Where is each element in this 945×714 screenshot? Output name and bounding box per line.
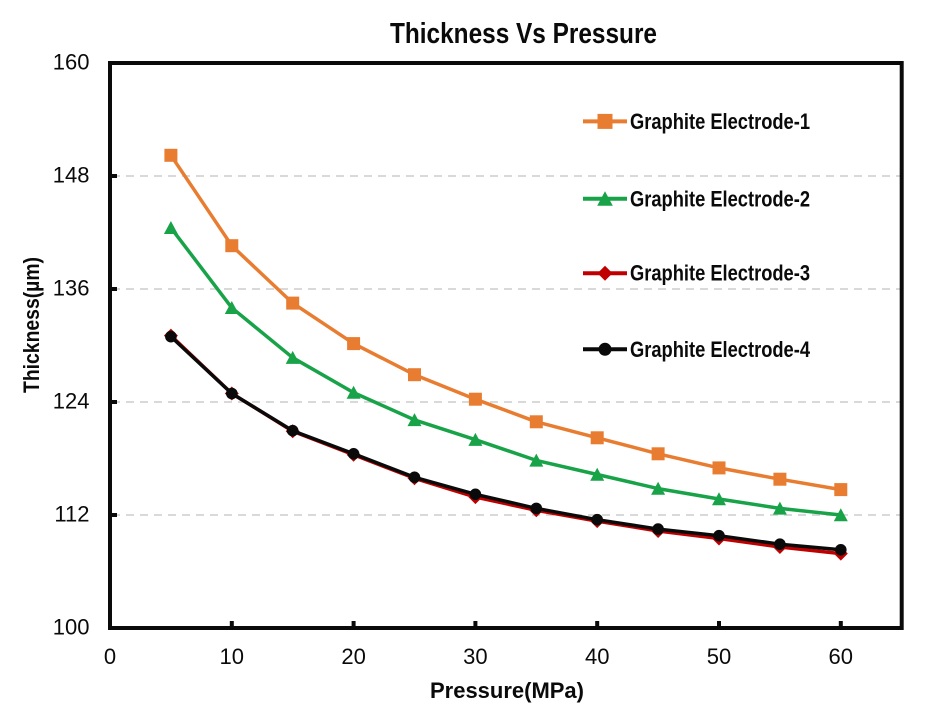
svg-text:10: 10 xyxy=(220,644,244,669)
svg-text:0: 0 xyxy=(104,644,116,669)
svg-text:20: 20 xyxy=(341,644,365,669)
svg-text:148: 148 xyxy=(53,163,90,188)
svg-text:Graphite Electrode-3: Graphite Electrode-3 xyxy=(630,261,810,286)
svg-text:Thickness Vs Pressure: Thickness Vs Pressure xyxy=(390,18,657,50)
svg-text:Pressure(MPa): Pressure(MPa) xyxy=(430,678,584,703)
svg-text:112: 112 xyxy=(54,502,89,527)
svg-text:124: 124 xyxy=(53,389,90,414)
svg-text:Graphite Electrode-2: Graphite Electrode-2 xyxy=(630,186,810,211)
svg-text:Thickness(µm): Thickness(µm) xyxy=(19,257,44,393)
svg-text:40: 40 xyxy=(585,644,609,669)
svg-text:60: 60 xyxy=(829,644,853,669)
svg-text:50: 50 xyxy=(707,644,731,669)
svg-text:Graphite Electrode-4: Graphite Electrode-4 xyxy=(630,337,811,362)
svg-text:Graphite Electrode-1: Graphite Electrode-1 xyxy=(630,109,810,134)
svg-text:160: 160 xyxy=(53,50,90,75)
svg-text:100: 100 xyxy=(53,615,90,640)
svg-text:136: 136 xyxy=(53,276,90,301)
svg-text:30: 30 xyxy=(463,644,487,669)
